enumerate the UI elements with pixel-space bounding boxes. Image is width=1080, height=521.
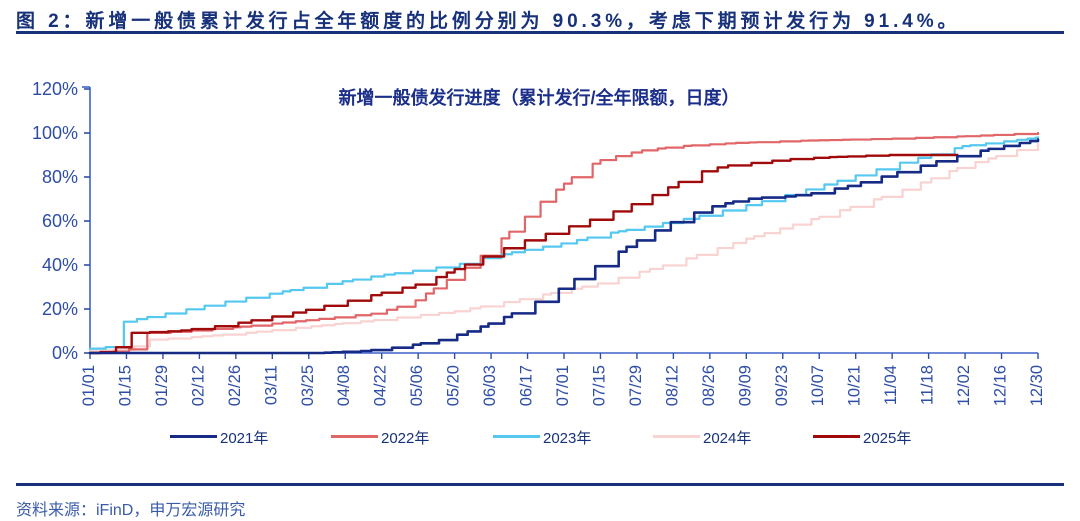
svg-text:04/22: 04/22	[372, 365, 390, 406]
svg-text:07/01: 07/01	[554, 365, 572, 406]
svg-text:10/21: 10/21	[846, 365, 864, 406]
svg-text:01/01: 01/01	[80, 365, 98, 406]
svg-text:06/03: 06/03	[481, 365, 499, 406]
svg-text:08/12: 08/12	[663, 365, 681, 406]
svg-text:03/11: 03/11	[262, 365, 280, 405]
svg-text:02/12: 02/12	[189, 365, 207, 406]
svg-text:01/15: 01/15	[116, 365, 134, 406]
svg-text:80%: 80%	[42, 167, 78, 187]
svg-text:10/07: 10/07	[809, 365, 827, 406]
svg-text:06/17: 06/17	[518, 365, 536, 406]
svg-text:12/30: 12/30	[1028, 365, 1046, 406]
svg-text:120%: 120%	[32, 80, 78, 99]
svg-text:09/23: 09/23	[773, 365, 791, 406]
svg-text:03/25: 03/25	[299, 365, 317, 406]
svg-text:07/15: 07/15	[590, 365, 608, 406]
svg-text:40%: 40%	[42, 255, 78, 275]
svg-text:60%: 60%	[42, 211, 78, 231]
svg-text:02/26: 02/26	[226, 365, 244, 406]
svg-text:11/04: 11/04	[882, 365, 900, 405]
svg-text:11/18: 11/18	[919, 365, 937, 405]
svg-text:20%: 20%	[42, 299, 78, 319]
svg-text:01/29: 01/29	[153, 365, 171, 406]
svg-text:100%: 100%	[32, 123, 78, 143]
svg-text:05/06: 05/06	[408, 365, 426, 406]
svg-text:08/26: 08/26	[700, 365, 718, 406]
svg-text:12/02: 12/02	[955, 365, 973, 406]
svg-text:04/08: 04/08	[335, 365, 353, 406]
svg-text:09/09: 09/09	[736, 365, 754, 406]
svg-text:07/29: 07/29	[627, 365, 645, 406]
svg-text:12/16: 12/16	[992, 365, 1010, 406]
svg-text:0%: 0%	[52, 343, 78, 363]
svg-text:05/20: 05/20	[445, 365, 463, 406]
